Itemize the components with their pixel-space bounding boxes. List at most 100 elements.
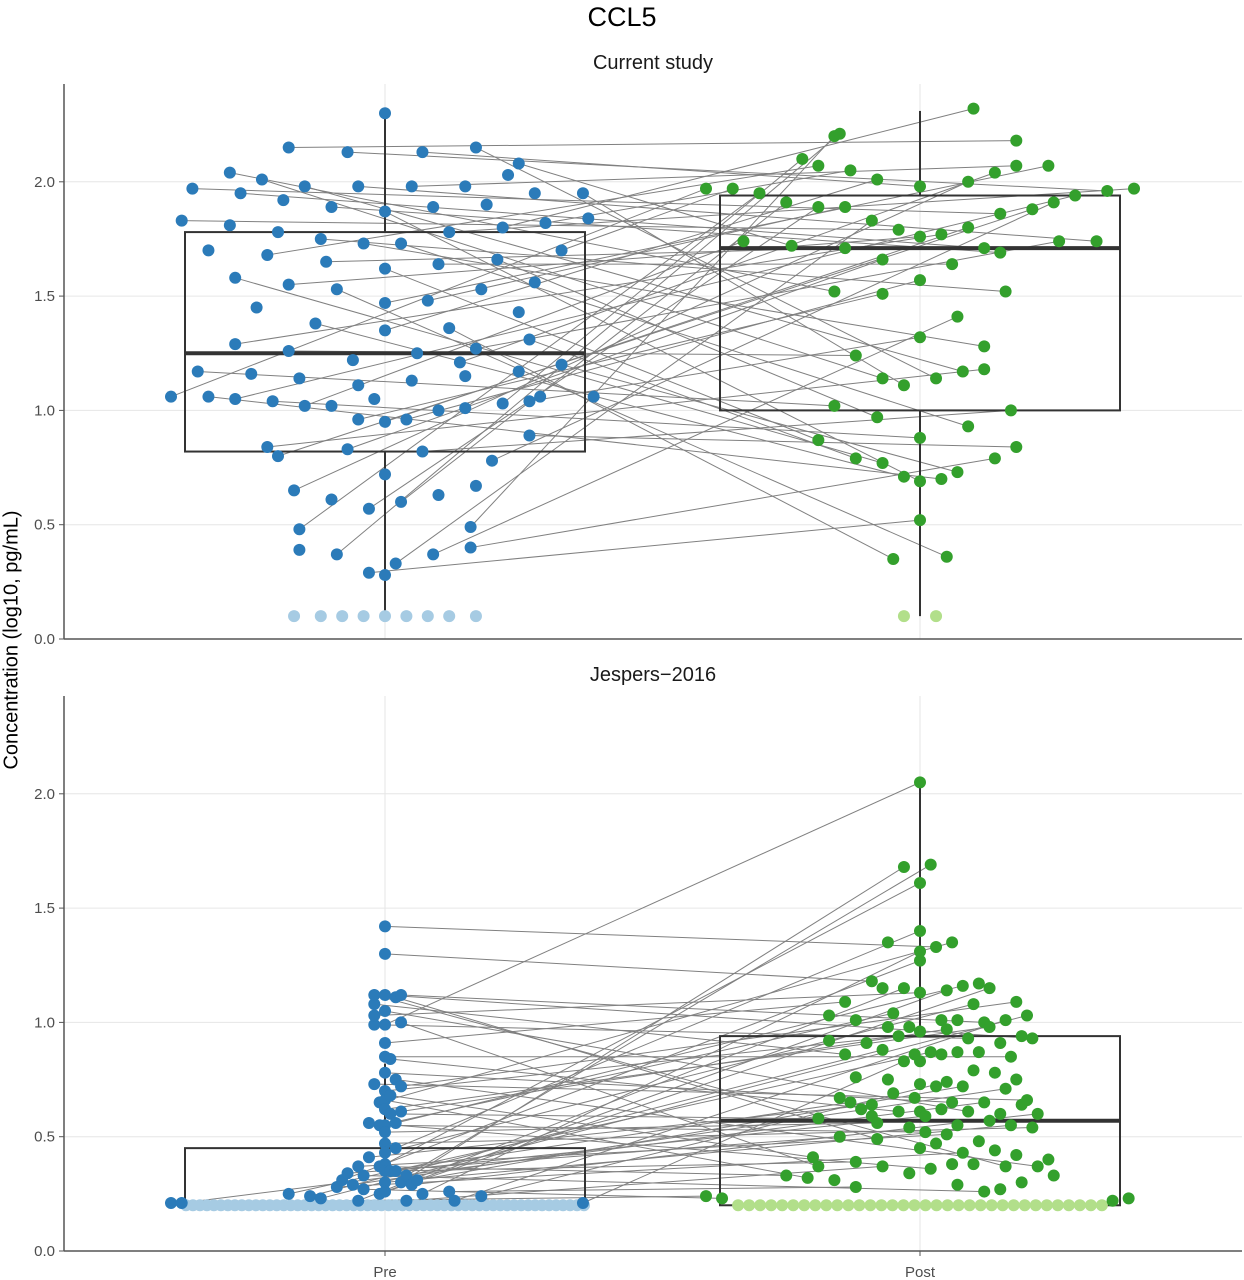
- point-pre: [379, 262, 391, 275]
- point-below-lod: [864, 1199, 877, 1212]
- point-pre: [346, 354, 359, 367]
- point-post: [972, 977, 985, 990]
- pair-line: [518, 163, 792, 247]
- pair-line: [170, 188, 707, 398]
- point-pre: [443, 322, 456, 335]
- point-post: [999, 1082, 1012, 1095]
- y-tick-label: 1.5: [34, 900, 55, 917]
- point-pre: [352, 413, 365, 426]
- y-tick-label: 2.0: [34, 786, 55, 803]
- point-post: [924, 1046, 937, 1059]
- point-post: [849, 1014, 862, 1027]
- point-pre: [298, 180, 311, 193]
- point-post: [1004, 1119, 1017, 1132]
- point-below-lod: [400, 610, 413, 623]
- point-pre: [400, 1194, 413, 1207]
- point-pre: [379, 205, 391, 218]
- point-pre: [416, 1187, 429, 1200]
- point-below-lod: [288, 610, 301, 623]
- point-post: [914, 514, 926, 527]
- pair-line: [582, 1060, 905, 1204]
- point-pre: [448, 1194, 461, 1207]
- y-tick-label: 0.5: [34, 517, 55, 534]
- point-post: [881, 936, 894, 949]
- point-post: [914, 180, 926, 193]
- pair-line: [240, 192, 985, 249]
- point-pre: [325, 399, 338, 412]
- point-pre: [395, 1080, 408, 1093]
- point-post: [940, 984, 953, 997]
- point-below-lod: [897, 610, 910, 623]
- x-tick-label: Pre: [373, 1264, 396, 1280]
- point-pre: [352, 379, 365, 392]
- point-below-lod: [1073, 1199, 1086, 1212]
- point-post: [823, 1009, 836, 1022]
- point-post: [962, 175, 975, 188]
- point-post: [983, 1020, 996, 1033]
- pairing-lines: [170, 108, 1135, 574]
- point-pre: [362, 1151, 375, 1164]
- point-pre: [379, 1036, 391, 1049]
- point-below-lod: [952, 1199, 965, 1212]
- pair-line: [395, 1079, 1038, 1167]
- point-post: [828, 1174, 841, 1187]
- y-tick-label: 0.0: [34, 1243, 55, 1260]
- point-post: [1042, 159, 1055, 172]
- point-post: [924, 1162, 937, 1175]
- point-pre: [175, 1196, 188, 1209]
- box: [719, 194, 1121, 412]
- point-post: [892, 223, 905, 236]
- point-post: [994, 1183, 1007, 1196]
- point-post: [1128, 182, 1140, 195]
- pair-line: [395, 985, 963, 1124]
- point-post: [812, 159, 825, 172]
- point-pre: [576, 1196, 589, 1209]
- point-post: [946, 258, 959, 271]
- point-pre: [379, 568, 391, 581]
- point-post: [785, 239, 798, 252]
- point-pre: [587, 390, 600, 403]
- point-pre: [293, 523, 306, 536]
- point-post: [1122, 1192, 1135, 1205]
- point-post: [1047, 196, 1060, 209]
- point-post: [962, 1105, 975, 1118]
- point-pre: [368, 1009, 381, 1022]
- point-post: [967, 998, 980, 1011]
- point-post: [914, 331, 926, 344]
- point-post: [1010, 134, 1023, 147]
- point-pre: [395, 495, 408, 508]
- point-pre: [416, 445, 429, 458]
- point-pre: [357, 1183, 370, 1196]
- point-below-lod: [809, 1199, 822, 1212]
- point-pre: [555, 244, 568, 257]
- point-post: [967, 1064, 980, 1077]
- point-pre: [288, 484, 301, 497]
- point-post: [946, 936, 959, 949]
- point-below-lod: [897, 1199, 910, 1212]
- chart-title: CCL5: [587, 2, 657, 32]
- point-post: [924, 858, 937, 871]
- point-post: [903, 1121, 916, 1134]
- point-post: [914, 924, 926, 937]
- y-tick-label: 0.0: [34, 631, 55, 648]
- point-pre: [480, 198, 493, 211]
- point-pre: [576, 187, 589, 200]
- point-post: [865, 1098, 878, 1111]
- point-pre: [395, 1016, 408, 1029]
- pair-line: [470, 135, 835, 528]
- point-pre: [357, 1169, 370, 1182]
- pair-line: [470, 457, 995, 549]
- point-post: [972, 1135, 985, 1148]
- point-pre: [411, 1174, 424, 1187]
- point-pre: [443, 1185, 456, 1198]
- pair-line: [561, 364, 958, 473]
- point-below-lod: [930, 610, 943, 623]
- point-post: [1031, 1160, 1044, 1173]
- point-post: [940, 1075, 953, 1088]
- point-pre: [309, 317, 322, 330]
- pair-line: [347, 151, 1108, 192]
- pair-line: [267, 368, 985, 448]
- y-tick-label: 1.0: [34, 1014, 55, 1031]
- pair-line: [384, 1072, 953, 1103]
- point-pre: [491, 253, 504, 266]
